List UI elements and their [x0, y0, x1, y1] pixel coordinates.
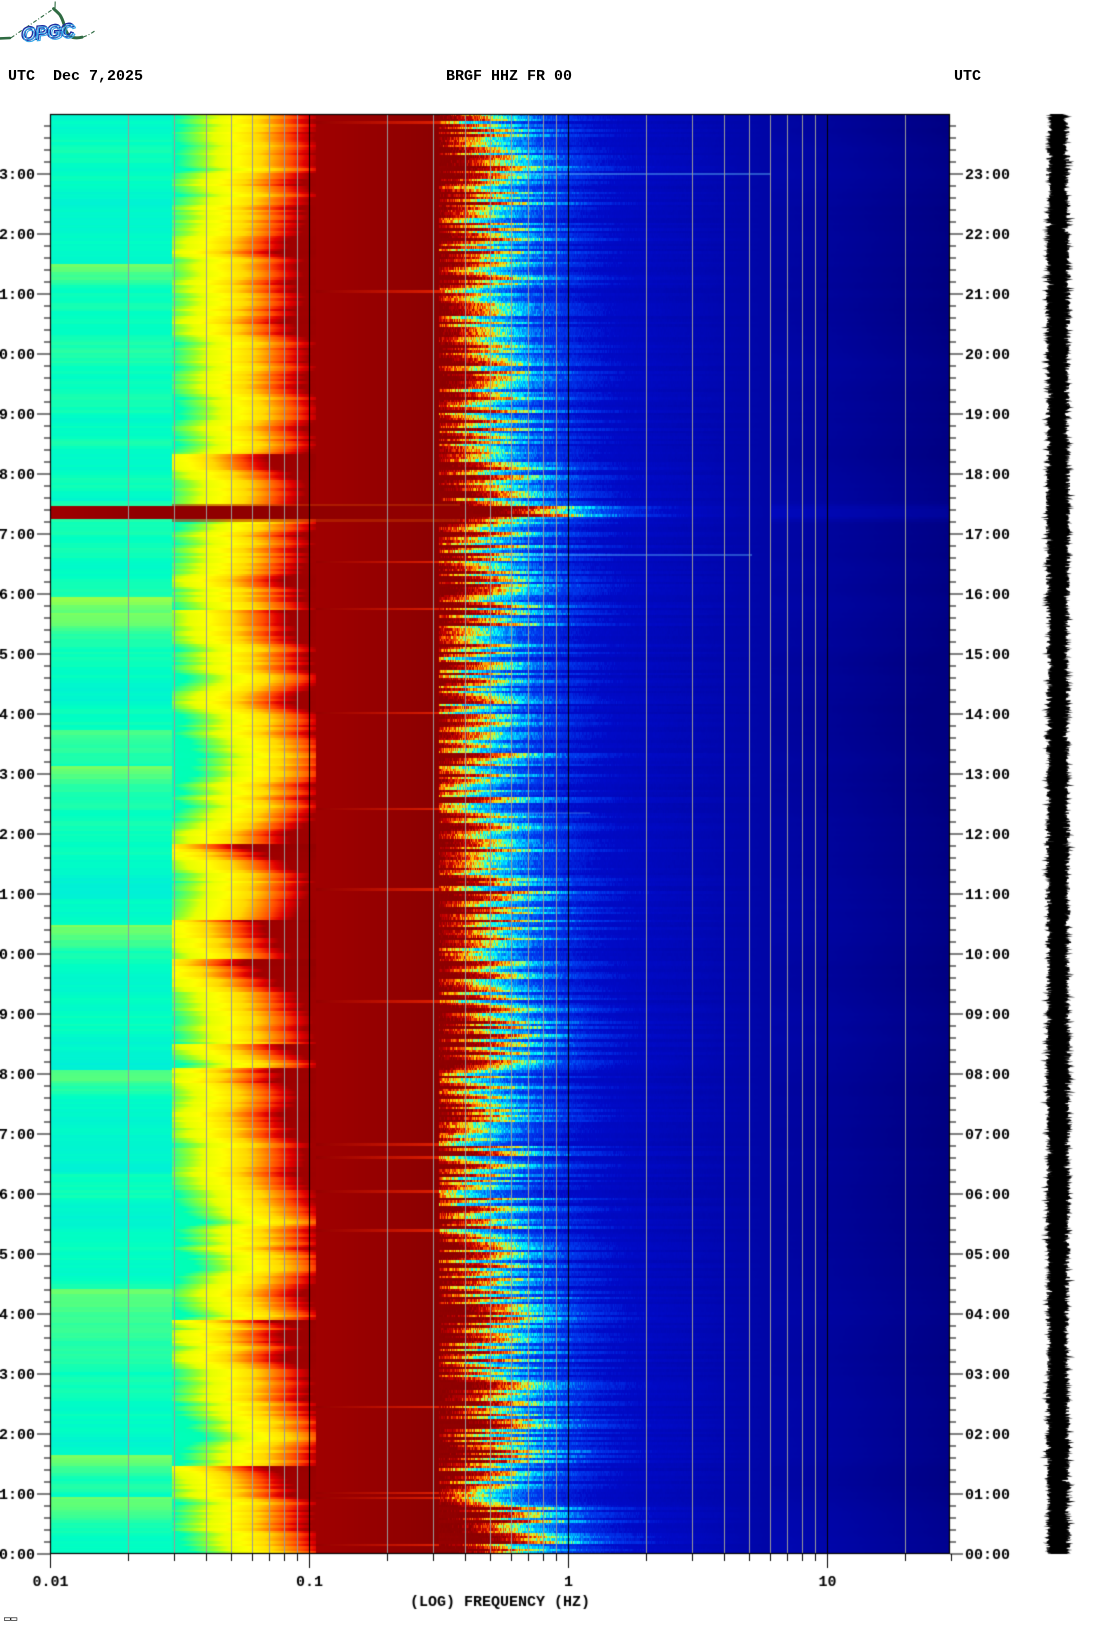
- svg-text:OPGC: OPGC: [22, 21, 77, 47]
